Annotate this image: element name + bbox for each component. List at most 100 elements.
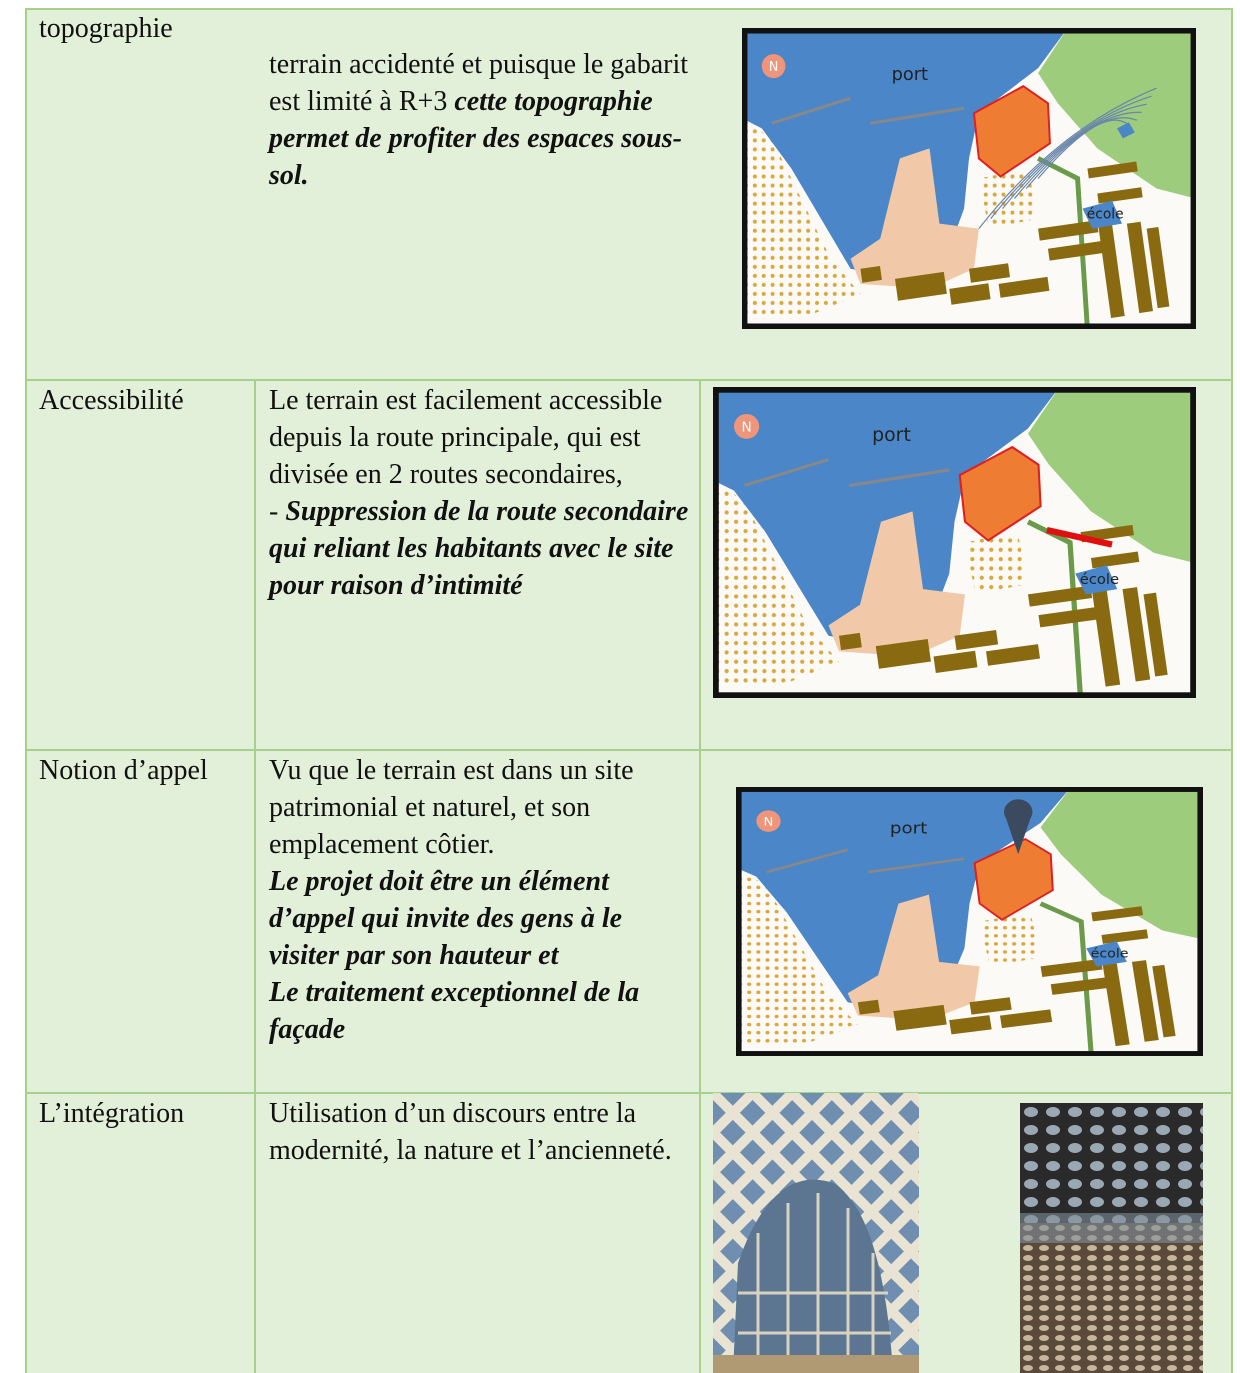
map-shape <box>1037 119 1133 179</box>
map-shape <box>857 906 1176 1047</box>
row-text: Le terrain est facilement accessible dep… <box>269 382 689 604</box>
map-shape <box>713 480 839 688</box>
map-shape <box>1086 941 1127 967</box>
map-shape <box>978 87 1157 230</box>
map-shape <box>860 161 1170 318</box>
map-shape <box>713 387 1060 647</box>
body-text: terrain accidenté et puisque le gabarit … <box>269 49 689 117</box>
map-shape <box>1028 387 1196 564</box>
map-shape <box>1152 964 1176 1038</box>
map-shape <box>999 1009 1053 1029</box>
paragraph: Vu que le terrain est dans un site patri… <box>269 752 689 863</box>
map-shape <box>1122 587 1151 682</box>
map-shape <box>1097 187 1143 204</box>
map-shape <box>1131 960 1159 1042</box>
map-label: port <box>890 820 928 839</box>
map-shape <box>998 276 1050 298</box>
map-shape <box>1038 607 1098 628</box>
map-shape <box>744 458 950 488</box>
map-shape <box>761 54 786 79</box>
map-label: école <box>1091 946 1129 961</box>
paragraph: Le traitement exceptionnel de la façade <box>269 974 689 1048</box>
reference-photo <box>1020 1103 1203 1373</box>
map-shape <box>1126 221 1153 314</box>
map-shape <box>1002 103 1147 209</box>
map-shape <box>828 511 965 657</box>
map-shape <box>1004 799 1033 855</box>
map-shape <box>973 837 1054 921</box>
map-shape <box>1040 958 1103 977</box>
map-shape <box>1038 220 1099 241</box>
map-label: port <box>892 64 928 85</box>
map-shape <box>742 28 1196 329</box>
map-shape <box>839 524 1168 687</box>
map-shape <box>1090 581 1121 687</box>
map-shape <box>713 387 1196 698</box>
body-text: - <box>269 496 286 527</box>
map-shape <box>969 997 1012 1015</box>
paragraph: Utilisation d’un discours entre la moder… <box>269 1095 689 1169</box>
map-shape <box>875 638 931 669</box>
map-shape <box>933 650 978 673</box>
row-border <box>25 749 1233 751</box>
row-text: terrain accidenté et puisque le gabarit … <box>269 46 689 194</box>
map-shape <box>949 283 991 305</box>
north-label: N <box>769 60 779 75</box>
map-shape <box>1143 592 1168 677</box>
map-label: école <box>1080 571 1119 588</box>
map-shape <box>742 118 861 319</box>
map-shape <box>771 96 965 125</box>
map-shape <box>978 168 1039 229</box>
map-shape <box>1036 156 1090 329</box>
map-shape <box>839 632 862 651</box>
map-shape <box>978 87 1157 230</box>
map-shape <box>742 28 1068 279</box>
north-label: N <box>741 420 751 436</box>
col-border <box>254 380 256 1373</box>
map-shape <box>986 644 1041 666</box>
map-shape <box>736 787 1203 1056</box>
map-shape <box>1028 585 1093 607</box>
map-shape <box>1091 551 1140 569</box>
map-shape <box>949 1015 992 1035</box>
row-border <box>25 1092 1233 1094</box>
map-shape <box>847 894 980 1021</box>
body-text: Vu que le terrain est dans un site patri… <box>269 755 634 860</box>
map-shape <box>1146 226 1170 309</box>
row-text: Vu que le terrain est dans un site patri… <box>269 752 689 1048</box>
map-shape <box>1117 122 1135 139</box>
map-shape <box>954 630 999 651</box>
map-shape <box>1097 216 1125 318</box>
map-label: école <box>1087 207 1124 223</box>
map-shape <box>766 848 965 874</box>
map-label: port <box>872 425 911 446</box>
map-shape <box>1101 929 1149 944</box>
map-shape <box>990 95 1152 220</box>
body-text: Le terrain est facilement accessible dep… <box>269 385 663 490</box>
map-shape <box>1047 241 1104 261</box>
map-shape <box>1091 906 1144 922</box>
map-shape <box>756 810 781 832</box>
map-shape <box>736 867 858 1048</box>
map-shape <box>850 148 979 289</box>
map-shape <box>857 999 880 1015</box>
row-border <box>25 379 1233 381</box>
map-shape <box>1040 787 1203 940</box>
row-label: Notion d’appel <box>39 755 208 786</box>
paragraph: terrain accidenté et puisque le gabarit … <box>269 46 689 194</box>
map-shape <box>958 445 1042 542</box>
map-shape <box>1046 527 1113 548</box>
col-border <box>699 380 701 1373</box>
map-shape <box>965 532 1028 595</box>
map-shape <box>969 263 1011 283</box>
map-shape <box>736 787 1072 1012</box>
map-shape <box>1039 901 1094 1056</box>
map-shape <box>734 413 760 439</box>
map-shape <box>893 1004 947 1031</box>
emphasis-text: Le traitement exceptionnel de la façade <box>269 977 640 1045</box>
emphasis-text: cette topographie permet de profiter des… <box>269 86 682 191</box>
